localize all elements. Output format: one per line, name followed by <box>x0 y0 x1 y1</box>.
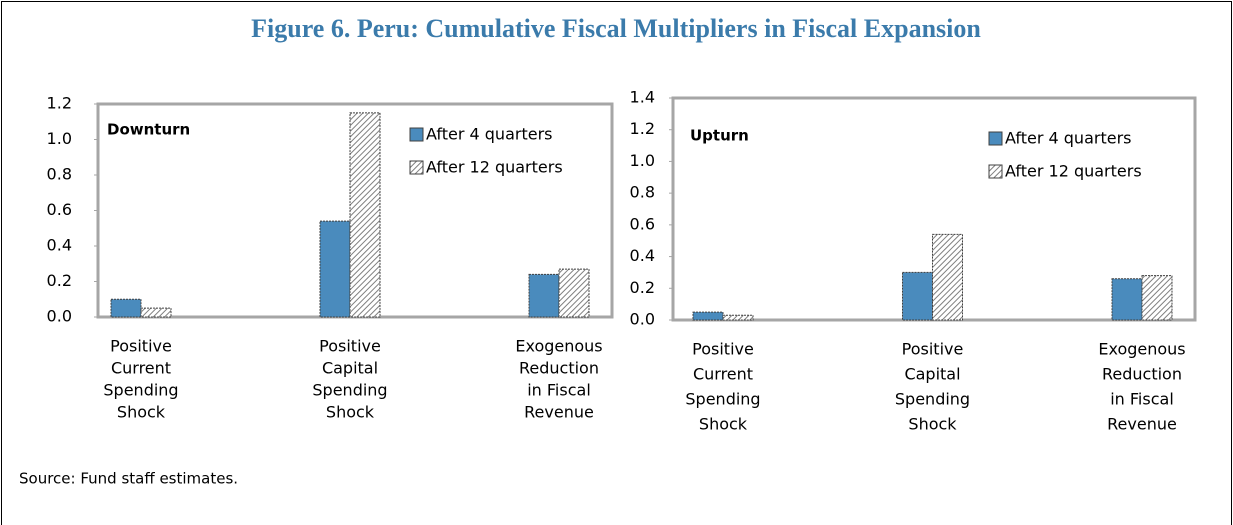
y-tick-label: 1.0 <box>47 129 72 148</box>
x-tick-label: Shock <box>699 415 748 434</box>
bar <box>722 314 754 321</box>
legend-label: After 4 quarters <box>1005 129 1131 148</box>
figure-title: Figure 6. Peru: Cumulative Fiscal Multip… <box>251 14 981 43</box>
bar <box>528 273 560 318</box>
y-tick-label: 0.4 <box>47 236 72 255</box>
x-tick-label: Spending <box>685 390 760 409</box>
y-tick-label: 0.8 <box>630 183 655 202</box>
y-tick-label: 1.2 <box>47 94 72 113</box>
x-tick-label: Spending <box>312 381 387 400</box>
y-tick-label: 1.4 <box>630 88 655 107</box>
bar <box>558 268 590 318</box>
y-tick-label: 0.6 <box>47 200 72 219</box>
bar <box>932 233 963 321</box>
x-tick-label: Reduction <box>1102 365 1182 384</box>
panel-label: Upturn <box>690 127 749 145</box>
y-tick-label: 0.8 <box>47 165 72 184</box>
x-tick-label: Current <box>693 365 753 384</box>
legend-label: After 12 quarters <box>1005 162 1142 181</box>
bar <box>1111 278 1143 321</box>
x-tick-label: Capital <box>904 365 960 384</box>
legend-swatch <box>409 127 424 142</box>
source-note: Source: Fund staff estimates. <box>19 470 238 488</box>
x-tick-label: Exogenous <box>1098 340 1185 359</box>
x-tick-label: Spending <box>895 390 970 409</box>
bar <box>140 307 172 318</box>
legend-swatch <box>988 164 1003 179</box>
x-tick-label: Positive <box>692 340 754 359</box>
legend-swatch <box>409 160 424 175</box>
x-tick-label: Positive <box>319 337 381 356</box>
y-tick-label: 0.0 <box>630 310 655 329</box>
x-tick-label: Shock <box>117 403 166 422</box>
x-tick-label: Spending <box>103 381 178 400</box>
x-tick-label: Revenue <box>1107 415 1177 434</box>
x-tick-label: Shock <box>326 403 375 422</box>
x-tick-label: Current <box>111 359 171 378</box>
legend-label: After 12 quarters <box>426 158 563 177</box>
legend-label: After 4 quarters <box>426 125 552 144</box>
y-tick-label: 0.0 <box>47 307 72 326</box>
bar <box>110 298 142 318</box>
panel-label: Downturn <box>107 121 190 139</box>
bar <box>1141 275 1173 321</box>
x-tick-label: Shock <box>908 415 957 434</box>
x-tick-label: in Fiscal <box>1110 390 1174 409</box>
y-tick-label: 0.4 <box>630 246 655 265</box>
bar <box>349 112 381 318</box>
x-tick-label: Positive <box>902 340 964 359</box>
y-tick-label: 0.2 <box>47 271 72 290</box>
y-tick-label: 1.0 <box>630 151 655 170</box>
x-tick-label: Exogenous <box>515 337 602 356</box>
y-tick-label: 0.2 <box>630 278 655 297</box>
x-tick-label: Reduction <box>519 359 599 378</box>
legend-swatch <box>988 131 1003 146</box>
x-tick-label: in Fiscal <box>527 381 591 400</box>
y-tick-label: 0.6 <box>630 214 655 233</box>
bar <box>902 271 933 321</box>
x-tick-label: Positive <box>110 337 172 356</box>
bar <box>692 311 724 321</box>
x-tick-label: Capital <box>322 359 378 378</box>
y-tick-label: 1.2 <box>630 119 655 138</box>
x-tick-label: Revenue <box>524 403 594 422</box>
bar <box>319 220 351 318</box>
